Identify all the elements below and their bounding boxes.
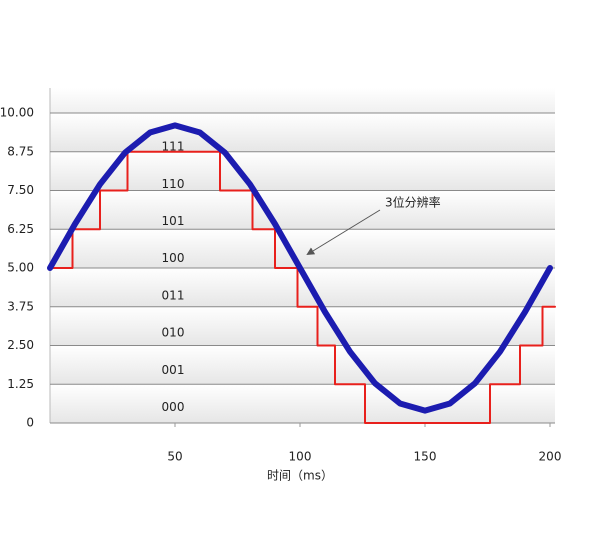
plot-band xyxy=(50,384,555,423)
level-label: 110 xyxy=(162,177,185,191)
y-tick-label: 6.25 xyxy=(7,222,34,236)
plot-band xyxy=(50,229,555,268)
plot-top-fade xyxy=(50,88,555,113)
x-tick-label: 200 xyxy=(539,450,562,464)
step-line xyxy=(49,150,556,424)
level-label: 111 xyxy=(162,140,185,154)
plot-band xyxy=(50,113,555,152)
y-tick-label: 2.50 xyxy=(7,338,34,352)
y-tick-label: 1.25 xyxy=(7,377,34,391)
level-label: 011 xyxy=(162,288,185,302)
x-tick-label: 150 xyxy=(414,450,437,464)
sine-line xyxy=(47,122,553,414)
y-tick-label: 5.00 xyxy=(7,261,34,275)
x-tick-label: 100 xyxy=(289,450,312,464)
annotation-arrow xyxy=(306,209,381,256)
y-tick-label: 3.75 xyxy=(7,299,34,313)
y-tick-label: 8.75 xyxy=(7,144,34,158)
y-tick-label: 0 xyxy=(26,416,34,430)
level-label: 010 xyxy=(162,326,185,340)
plot-band xyxy=(50,151,555,191)
level-label: 100 xyxy=(162,251,185,265)
level-label: 101 xyxy=(162,214,185,228)
y-tick-label: 7.50 xyxy=(7,183,34,197)
x-tick-label: 50 xyxy=(167,450,182,464)
level-label: 001 xyxy=(162,363,185,377)
plot-band xyxy=(50,190,555,230)
level-label: 000 xyxy=(162,400,185,414)
y-tick-label: 10.00 xyxy=(0,106,34,120)
plot-band xyxy=(50,345,555,385)
annotation: 3位分辨率 xyxy=(385,195,441,210)
plot-band xyxy=(50,306,555,346)
x-axis-label: 时间（ms） xyxy=(267,469,333,483)
